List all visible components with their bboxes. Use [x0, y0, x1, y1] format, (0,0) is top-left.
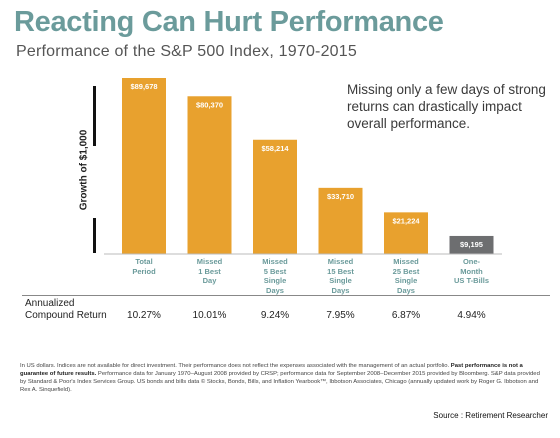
bar-value-label: $89,678 [130, 82, 157, 91]
bar-value-label: $33,710 [327, 192, 354, 201]
annualized-return-label: Annualized Compound Return [25, 298, 107, 321]
footnote-text-2: Performance data for January 1970–August… [20, 371, 540, 393]
annualized-return-value: 10.27% [127, 310, 161, 321]
bar [384, 212, 428, 254]
bar-value-label: $80,370 [196, 100, 223, 109]
return-row-divider [22, 295, 550, 296]
annualized-return-value: 4.94% [457, 310, 486, 321]
bars-group: $89,678 $80,370 $58,214 $33,710 $21,224 $9,19… [122, 78, 494, 254]
category-label: Missed 25 Best Single Days [392, 257, 420, 295]
bar-value-label: $21,224 [392, 216, 420, 225]
annualized-return-value: 9.24% [260, 310, 290, 321]
category-label: Missed 15 Best Single Days [327, 257, 354, 295]
bar [253, 139, 297, 254]
chart-title: Reacting Can Hurt Performance [14, 6, 444, 38]
bar [449, 235, 494, 254]
bar [318, 187, 363, 254]
category-label: Total Period [132, 257, 156, 276]
y-axis-top-segment [93, 86, 96, 146]
annualized-return-value: 7.95% [326, 310, 355, 321]
category-label: Missed 1 Best Day [196, 257, 223, 285]
bar-chart: $89,678 $80,370 $58,214 $33,710 $21,224 $9,19… [104, 78, 502, 255]
chart-subtitle: Performance of the S&P 500 Index, 1970-2… [16, 43, 357, 60]
chart-annotation: Missing only a few days of strong return… [347, 82, 546, 131]
footnote-bold: Past performance is not a guarantee of f… [20, 363, 523, 377]
category-label: One- Month US T-Bills [453, 257, 489, 285]
footnote-text-1: In US dollars. Indices are not available… [20, 363, 451, 369]
annualized-return-value: 6.87% [391, 310, 421, 321]
source-credit: Source : Retirement Researcher [433, 411, 548, 420]
footnote: In US dollars. Indices are not available… [20, 362, 545, 394]
category-label: Missed 5 Best Single Days [262, 257, 288, 295]
bar-value-label: $58,214 [261, 144, 289, 153]
y-axis-bottom-segment [93, 218, 96, 253]
bar [187, 96, 232, 254]
bar-value-label: $9,195 [460, 240, 483, 249]
annualized-return-value: 10.01% [192, 310, 227, 321]
bar [122, 78, 166, 254]
